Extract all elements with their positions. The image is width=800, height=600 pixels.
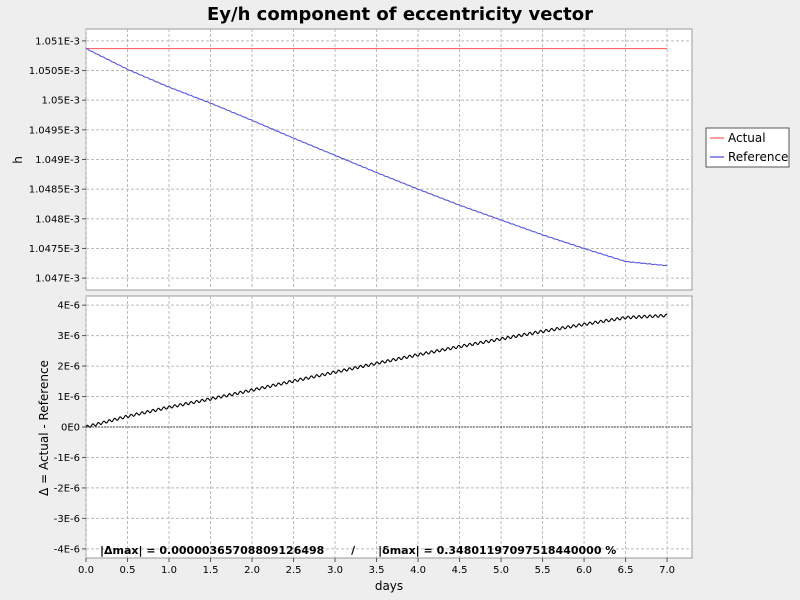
top-y-tick-label: 1.051E-3	[35, 36, 80, 47]
top-y-axis-label: h	[11, 156, 25, 164]
top-y-tick-label: 1.0485E-3	[29, 185, 80, 196]
bottom-grid	[85, 296, 692, 558]
x-tick-label: 0.5	[120, 565, 136, 576]
top-y-tick-label: 1.047E-3	[35, 274, 80, 285]
chart-title: Ey/h component of eccentricity vector	[207, 4, 593, 25]
bottom-y-tick-label: -4E-6	[54, 544, 80, 555]
x-axis-label: days	[375, 579, 403, 593]
legend: Actual Reference	[705, 127, 790, 168]
legend-reference-label: Reference	[728, 150, 788, 164]
bottom-series-group	[85, 313, 668, 428]
x-tick-label: 2.5	[286, 565, 302, 576]
legend-box	[705, 127, 790, 168]
top-y-tick-label: 1.0475E-3	[29, 244, 80, 255]
legend-actual-label: Actual	[728, 131, 766, 145]
delta-series-line	[85, 313, 668, 428]
x-tick-label: 7.0	[659, 565, 675, 576]
bottom-y-tick-label: -3E-6	[54, 514, 80, 525]
x-tick-label: 4.5	[452, 565, 468, 576]
top-y-tick-label: 1.0495E-3	[29, 125, 80, 136]
top-y-tick-label: 1.049E-3	[35, 155, 80, 166]
top-y-tick-label: 1.0505E-3	[29, 66, 80, 77]
x-tick-label: 6.0	[576, 565, 592, 576]
x-tick-label: 0.0	[78, 565, 94, 576]
x-tick-label: 3.0	[327, 565, 343, 576]
x-tick-label: 6.5	[618, 565, 634, 576]
bottom-y-tick-label: 1E-6	[57, 392, 80, 403]
bottom-y-tick-label: -2E-6	[54, 483, 80, 494]
top-y-tick-label: 1.05E-3	[41, 96, 80, 107]
top-grid	[85, 29, 692, 290]
x-tick-label: 1.5	[203, 565, 219, 576]
bottom-y-tick-label: 3E-6	[57, 331, 80, 342]
bottom-y-tick-label: 2E-6	[57, 362, 80, 373]
top-y-tick-label: 1.048E-3	[35, 214, 80, 225]
x-tick-label: 5.0	[493, 565, 509, 576]
x-tick-label: 4.0	[410, 565, 426, 576]
x-tick-label: 3.5	[369, 565, 385, 576]
bottom-y-axis-label: Δ = Actual - Reference	[37, 360, 51, 496]
top-y-ticks: 1.051E-3 1.0505E-3 1.05E-3 1.0495E-3 1.049E-…	[29, 36, 86, 285]
bottom-y-ticks: 4E-6 3E-6 2E-6 1E-6 0E0 -1E-6 -2E-6 -3E-6 -4E-6	[54, 301, 86, 555]
bottom-y-tick-label: -1E-6	[54, 453, 80, 464]
top-series-group	[85, 48, 668, 267]
reference-series-line	[85, 48, 668, 267]
bottom-y-tick-label: 0E0	[61, 423, 80, 434]
delta-max-annotation: |Δmax| = 0.00000365708809126498 / |δmax|…	[100, 544, 616, 557]
x-ticks: 0.0 0.5 1.0 1.5 2.0 2.5 3.0 3.5 4.0 4.5 5.0 5.5 6.0 6…	[78, 558, 675, 576]
bottom-y-tick-label: 4E-6	[57, 301, 80, 312]
x-tick-label: 1.0	[161, 565, 177, 576]
x-tick-label: 2.0	[244, 565, 260, 576]
x-tick-label: 5.5	[535, 565, 551, 576]
